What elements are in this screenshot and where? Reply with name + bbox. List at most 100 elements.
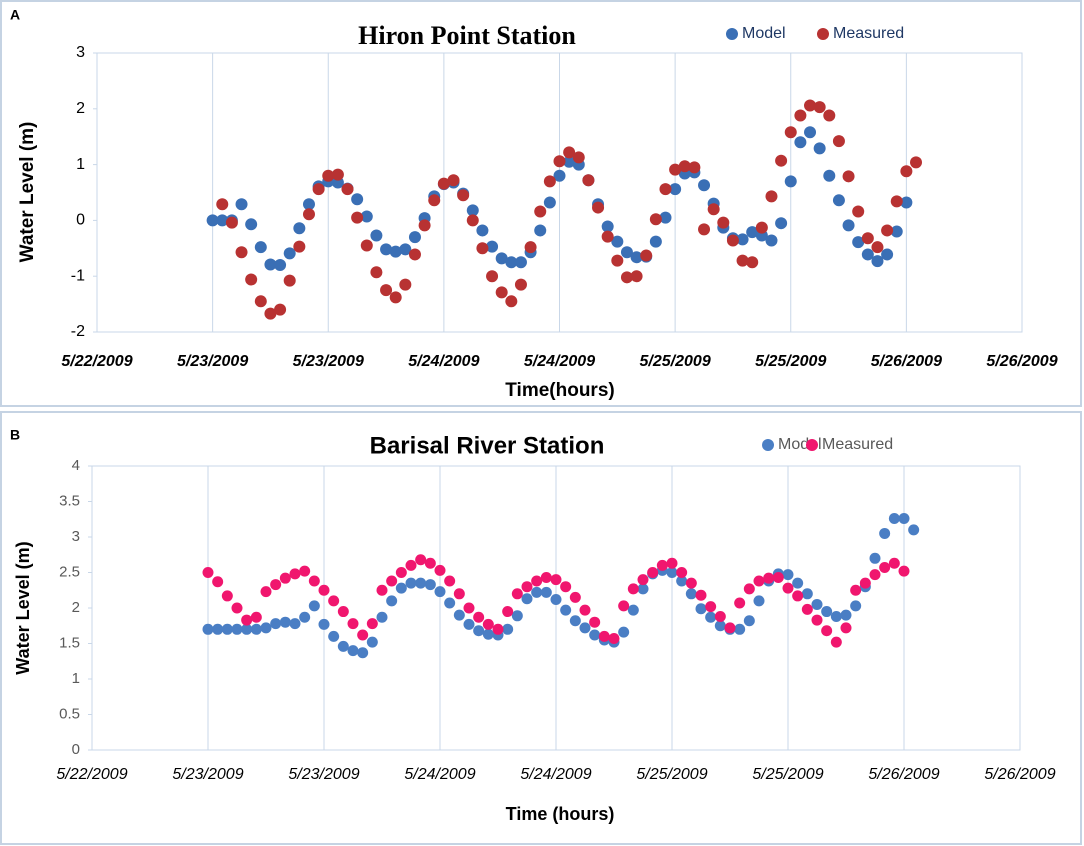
data-point xyxy=(408,248,421,261)
data-point xyxy=(852,236,865,249)
data-point xyxy=(775,154,788,167)
data-point xyxy=(589,629,601,641)
x-axis-label: Time (hours) xyxy=(506,804,615,824)
data-point xyxy=(608,633,620,645)
data-point xyxy=(250,623,262,635)
data-point xyxy=(698,223,711,236)
data-point xyxy=(453,588,465,600)
data-point xyxy=(707,203,720,216)
x-axis-label: Time(hours) xyxy=(505,380,614,401)
data-point xyxy=(755,221,768,234)
data-point xyxy=(279,572,291,584)
x-tick-label: 5/23/2009 xyxy=(293,353,364,370)
data-point xyxy=(630,270,643,283)
x-tick-label: 5/25/2009 xyxy=(636,766,707,783)
data-point xyxy=(206,214,219,227)
data-point xyxy=(380,243,393,256)
data-point xyxy=(649,235,662,248)
data-point xyxy=(695,589,707,601)
x-tick-label: 5/26/2009 xyxy=(986,353,1057,370)
data-point xyxy=(804,126,817,139)
data-point xyxy=(543,175,556,188)
data-point xyxy=(341,183,354,196)
data-point xyxy=(736,233,749,246)
y-tick-label: 4 xyxy=(72,457,80,474)
data-point xyxy=(495,286,508,299)
data-point xyxy=(550,574,562,586)
data-point xyxy=(582,174,595,187)
x-tick-label: 5/22/2009 xyxy=(56,766,127,783)
data-point xyxy=(879,562,891,574)
data-point xyxy=(900,165,913,178)
data-point xyxy=(293,240,306,253)
data-point xyxy=(434,586,446,598)
data-point xyxy=(618,626,630,638)
data-point xyxy=(221,590,233,602)
data-point xyxy=(466,214,479,227)
data-point xyxy=(531,586,543,598)
data-point xyxy=(331,168,344,181)
legend-label: Measured xyxy=(822,436,893,453)
data-point xyxy=(473,611,485,623)
data-point xyxy=(270,579,282,591)
y-tick-label: -2 xyxy=(71,323,85,340)
data-point xyxy=(235,246,248,259)
data-point xyxy=(784,126,797,139)
legend-label: Model xyxy=(742,25,786,42)
y-tick-label: 1 xyxy=(76,156,85,173)
x-tick-label: 5/25/2009 xyxy=(755,353,826,370)
data-point xyxy=(685,577,697,589)
data-point xyxy=(832,135,845,148)
data-point xyxy=(221,623,233,635)
legend-marker xyxy=(817,28,829,40)
data-point xyxy=(386,595,398,607)
data-point xyxy=(322,169,335,182)
data-point xyxy=(869,552,881,564)
data-point xyxy=(376,611,388,623)
y-tick-label: 2 xyxy=(72,599,80,616)
data-point xyxy=(231,623,243,635)
data-point xyxy=(666,557,678,569)
y-axis-label: Water Level (m) xyxy=(17,122,38,263)
data-point xyxy=(434,564,446,576)
data-point xyxy=(447,174,460,187)
data-point xyxy=(366,636,378,648)
panel-label: B xyxy=(10,427,20,443)
data-point xyxy=(328,595,340,607)
data-point xyxy=(241,614,253,626)
data-point xyxy=(457,189,470,202)
data-point xyxy=(705,611,717,623)
data-point xyxy=(299,565,311,577)
data-point xyxy=(910,156,923,169)
y-tick-label: 2.5 xyxy=(59,563,80,580)
data-point xyxy=(202,623,214,635)
data-point xyxy=(389,291,402,304)
data-point xyxy=(572,151,585,164)
data-point xyxy=(579,622,591,634)
y-tick-label: 3 xyxy=(76,44,85,61)
data-point xyxy=(463,602,475,614)
x-tick-label: 5/24/2009 xyxy=(524,353,595,370)
data-point xyxy=(505,256,518,269)
data-point xyxy=(376,584,388,596)
data-point xyxy=(289,618,301,630)
data-point xyxy=(212,576,224,588)
data-point xyxy=(270,618,282,630)
data-point xyxy=(418,219,431,232)
data-point xyxy=(405,577,417,589)
data-point xyxy=(695,603,707,615)
legend-marker xyxy=(762,439,774,451)
data-point xyxy=(630,251,643,264)
x-tick-label: 5/25/2009 xyxy=(752,766,823,783)
data-point xyxy=(627,583,639,595)
data-point xyxy=(351,193,364,206)
data-point xyxy=(813,101,826,114)
data-point xyxy=(772,571,784,583)
data-point xyxy=(900,196,913,209)
data-point xyxy=(444,575,456,587)
data-point xyxy=(482,618,494,630)
data-point xyxy=(283,274,296,287)
data-point xyxy=(881,248,894,261)
data-point xyxy=(688,161,701,174)
data-point xyxy=(908,524,920,536)
